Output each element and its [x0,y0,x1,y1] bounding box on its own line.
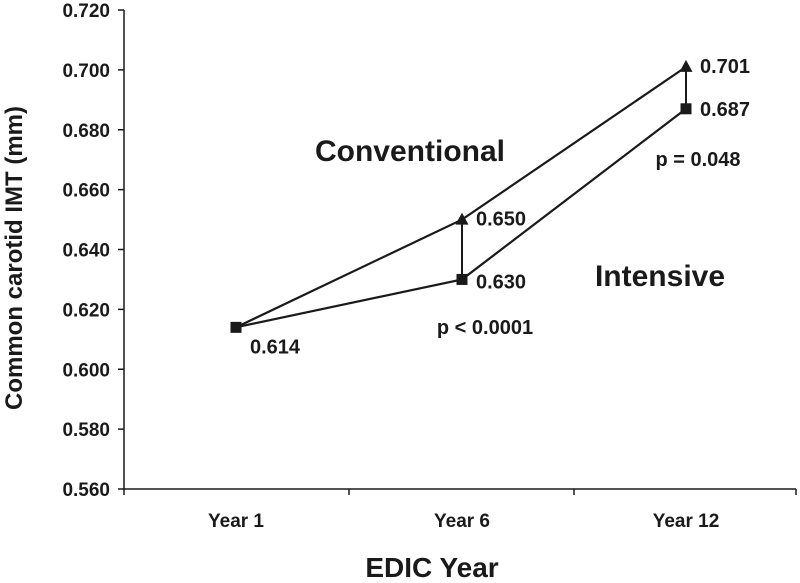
y-tick-label: 0.600 [62,360,110,381]
data-label: 0.650 [476,209,526,231]
y-tick-label: 0.680 [62,121,110,142]
series-labels: Conventional Intensive [315,135,725,293]
p-value-annotations: p < 0.0001 p = 0.048 [437,149,741,339]
series-label-conventional: Conventional [315,135,505,168]
y-tick-label: 0.640 [62,241,110,262]
x-tick-label: Year 6 [434,511,490,532]
p-value-label: p = 0.048 [655,149,740,171]
triangle-marker [679,59,693,72]
data-labels: 0.650 0.701 0.614 0.630 0.687 [250,56,750,358]
y-axis-title: Common carotid IMT (mm) [1,106,28,410]
series-markers [230,59,693,333]
data-label: 0.701 [700,56,750,78]
x-tick-labels: Year 1 Year 6 Year 12 [208,511,719,532]
data-label: 0.687 [700,99,750,121]
series-label-intensive: Intensive [595,260,725,293]
y-tick-label: 0.720 [62,1,110,22]
data-label: 0.630 [476,271,526,293]
data-label: 0.614 [250,336,301,358]
y-tick-label: 0.580 [62,420,110,441]
triangle-marker [455,212,469,225]
x-tick-label: Year 12 [653,511,720,532]
square-marker [230,321,242,333]
y-tick-label: 0.620 [62,300,110,321]
square-marker [456,273,468,285]
y-tick-label: 0.660 [62,181,110,202]
square-marker [680,103,692,115]
y-tick-labels: 0.560 0.580 0.600 0.620 0.640 0.660 0.680 0.700… [62,1,110,501]
p-value-label: p < 0.0001 [437,317,533,339]
x-axis-title: EDIC Year [365,552,498,583]
axes [118,9,797,495]
y-tick-label: 0.700 [62,61,110,82]
y-tick-label: 0.560 [62,480,110,501]
difference-bars [461,66,687,280]
x-tick-label: Year 1 [208,511,264,532]
